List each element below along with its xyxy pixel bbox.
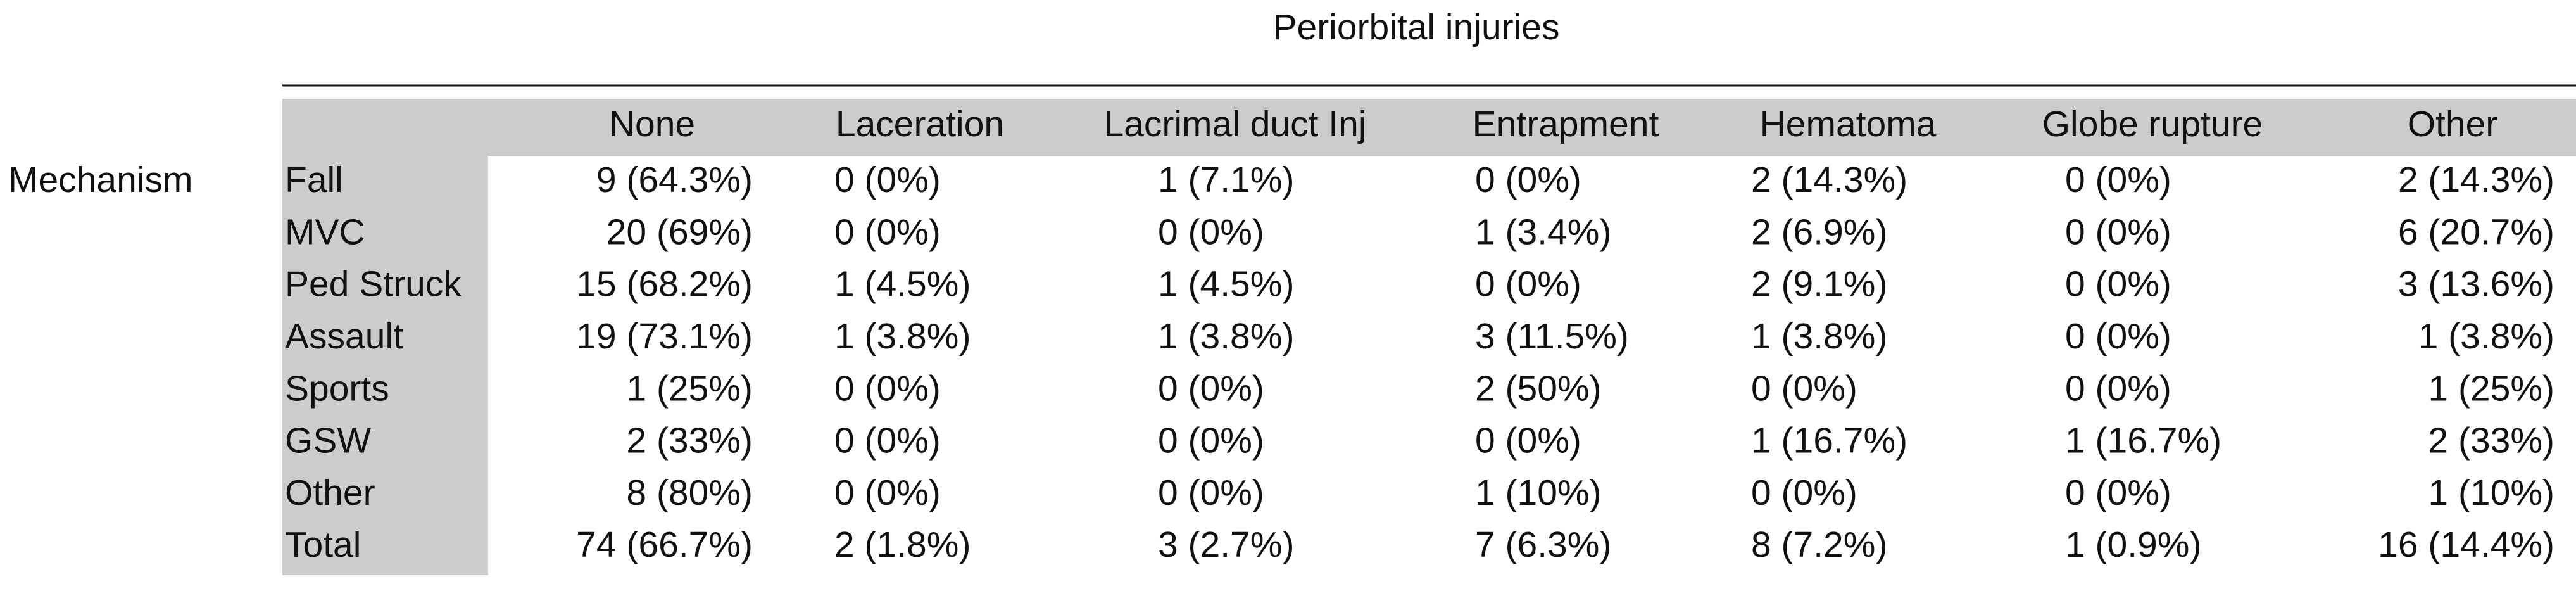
cell: 3 (11.5%) (1475, 316, 1629, 357)
cell: 0 (0%) (1475, 421, 1581, 461)
cell: 1 (3.8%) (1751, 316, 1887, 357)
cell: 0 (0%) (834, 160, 941, 200)
cell: 15 (68.2%) (576, 264, 753, 305)
cell: 19 (73.1%) (576, 316, 753, 357)
column-header: Hematoma (1760, 104, 1937, 144)
cell: 3 (2.7%) (1158, 524, 1294, 565)
row-label: MVC (285, 212, 365, 252)
cell: 0 (0%) (1751, 368, 1857, 409)
column-header: Lacrimal duct Inj (1103, 104, 1366, 144)
cell: 2 (1.8%) (834, 524, 971, 565)
column-header: Laceration (836, 104, 1004, 144)
cell: 1 (16.7%) (1751, 421, 1907, 461)
cell: 2 (50%) (1475, 368, 1602, 409)
cell: 0 (0%) (2065, 316, 2171, 357)
cell: 1 (4.5%) (834, 264, 971, 305)
cell: 0 (0%) (2065, 264, 2171, 305)
cell: 1 (0.9%) (2065, 524, 2201, 565)
row-label: Ped Struck (285, 264, 462, 305)
cell: 6 (20.7%) (2398, 212, 2554, 252)
cell: 1 (4.5%) (1158, 264, 1294, 305)
cell: 8 (80%) (626, 473, 753, 513)
header-band (282, 99, 2576, 156)
cell: 2 (9.1%) (1751, 264, 1887, 305)
row-label: Assault (285, 316, 403, 357)
row-label: GSW (285, 421, 371, 461)
cell: 2 (33%) (2428, 421, 2554, 461)
cell: 0 (0%) (834, 421, 941, 461)
row-label-band (282, 156, 488, 575)
row-label: Sports (285, 368, 389, 409)
cell: 0 (0%) (834, 212, 941, 252)
cell: 0 (0%) (1475, 160, 1581, 200)
row-group-label: Mechanism (8, 160, 192, 200)
cell: 0 (0%) (1158, 368, 1264, 409)
cell: 1 (3.8%) (2418, 316, 2554, 357)
cell: 2 (6.9%) (1751, 212, 1887, 252)
column-header: None (609, 104, 695, 144)
cell: 0 (0%) (1751, 473, 1857, 513)
cell: 16 (14.4%) (2378, 524, 2554, 565)
cell: 3 (13.6%) (2398, 264, 2554, 305)
cell: 0 (0%) (834, 473, 941, 513)
cell: 1 (3.8%) (834, 316, 971, 357)
title: Periorbital injuries (1272, 7, 1559, 48)
row-label: Total (285, 524, 361, 565)
cell: 1 (25%) (2428, 368, 2554, 409)
cell: 20 (69%) (606, 212, 753, 252)
cell: 0 (0%) (1158, 473, 1264, 513)
cell: 1 (10%) (2428, 473, 2554, 513)
cell: 1 (25%) (626, 368, 753, 409)
cell: 0 (0%) (1158, 212, 1264, 252)
column-header: Globe rupture (2042, 104, 2263, 144)
cell: 9 (64.3%) (596, 160, 753, 200)
cell: 2 (14.3%) (1751, 160, 1907, 200)
cell: 7 (6.3%) (1475, 524, 1611, 565)
cell: 0 (0%) (2065, 473, 2171, 513)
cell: 2 (14.3%) (2398, 160, 2554, 200)
cell: 0 (0%) (834, 368, 941, 409)
cell: 1 (7.1%) (1158, 160, 1294, 200)
row-label: Other (285, 473, 375, 513)
row-label: Fall (285, 160, 343, 200)
cell: 0 (0%) (2065, 212, 2171, 252)
cell: 74 (66.7%) (576, 524, 753, 565)
column-header: Entrapment (1473, 104, 1659, 144)
cell: 0 (0%) (2065, 160, 2171, 200)
cell: 1 (10%) (1475, 473, 1602, 513)
cell: 1 (3.4%) (1475, 212, 1611, 252)
cell: 0 (0%) (1475, 264, 1581, 305)
cell: 0 (0%) (2065, 368, 2171, 409)
cell: 8 (7.2%) (1751, 524, 1887, 565)
cell: 1 (3.8%) (1158, 316, 1294, 357)
cell: 1 (16.7%) (2065, 421, 2221, 461)
column-header: Other (2408, 104, 2498, 144)
cell: 2 (33%) (626, 421, 753, 461)
cell: 0 (0%) (1158, 421, 1264, 461)
